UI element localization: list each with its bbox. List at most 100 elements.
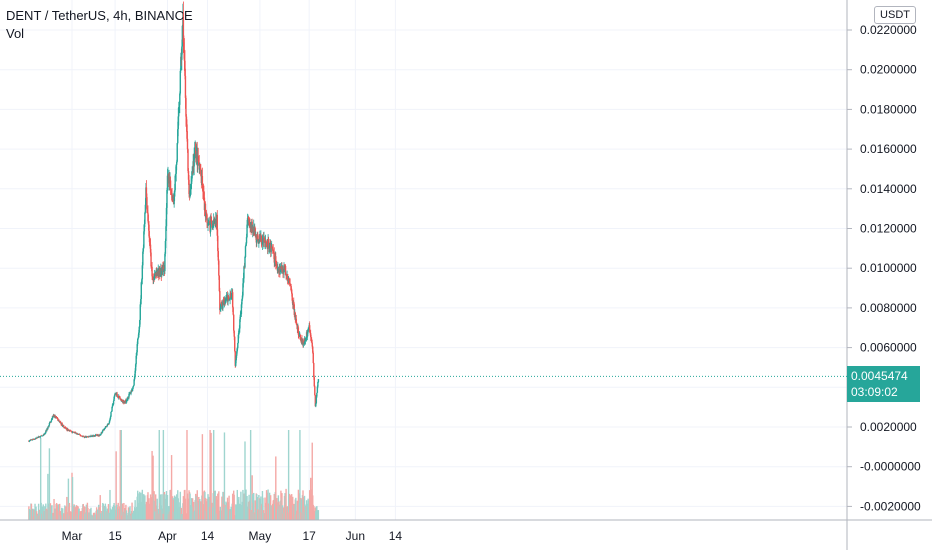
volume-bar bbox=[103, 505, 106, 520]
candle-body bbox=[240, 304, 243, 315]
candle-body bbox=[198, 161, 200, 164]
candle-body bbox=[50, 421, 52, 423]
candle-body bbox=[245, 243, 247, 247]
candle-body bbox=[315, 396, 318, 404]
candle-body bbox=[240, 314, 242, 315]
volume-bar bbox=[302, 490, 304, 520]
candle-body bbox=[165, 207, 168, 227]
x-tick-label: May bbox=[249, 529, 272, 543]
candle-body bbox=[243, 266, 245, 279]
candle-body bbox=[244, 246, 247, 257]
candle-body bbox=[289, 283, 292, 287]
candle-body bbox=[313, 377, 315, 387]
candle-body bbox=[315, 403, 317, 407]
candle-body bbox=[128, 394, 130, 398]
volume-bar bbox=[182, 496, 185, 520]
candle-body bbox=[246, 224, 248, 238]
candle-body bbox=[184, 60, 186, 76]
candle-body bbox=[50, 419, 53, 422]
candle-body bbox=[279, 266, 282, 273]
currency-button[interactable]: USDT bbox=[874, 6, 916, 24]
candle-body bbox=[148, 224, 150, 237]
volume-bar bbox=[78, 508, 80, 520]
candle-body bbox=[284, 265, 287, 275]
candle-body bbox=[202, 183, 204, 192]
candle-body bbox=[310, 333, 312, 338]
chart-title: DENT / TetherUS, 4h, BINANCE bbox=[6, 8, 193, 23]
candle-body bbox=[138, 326, 140, 333]
candle-body bbox=[189, 190, 191, 197]
candle-body bbox=[258, 240, 260, 244]
candle-body bbox=[142, 247, 145, 252]
candle-body bbox=[116, 395, 119, 398]
volume-bar bbox=[87, 507, 89, 520]
candle-body bbox=[84, 436, 86, 438]
volume-bar bbox=[233, 494, 235, 520]
candle-body bbox=[267, 238, 270, 245]
volume-bar bbox=[56, 504, 58, 520]
volume-bar bbox=[158, 430, 160, 520]
candle-body bbox=[317, 382, 319, 387]
volume-bar bbox=[151, 450, 153, 520]
candle-body bbox=[176, 143, 178, 162]
candle-body bbox=[186, 138, 189, 150]
volume-bar bbox=[285, 488, 287, 520]
candle-body bbox=[182, 13, 185, 43]
x-tick-label: 14 bbox=[201, 529, 215, 543]
y-tick-label: 0.0160000 bbox=[860, 142, 917, 156]
candle-body bbox=[89, 436, 92, 438]
volume-bar bbox=[30, 503, 33, 520]
candle-body bbox=[235, 360, 237, 366]
y-tick-label: 0.0220000 bbox=[860, 23, 917, 37]
candle-body bbox=[176, 161, 178, 165]
candle-body bbox=[31, 439, 34, 441]
last-price-tag: 0.0045474 03:09:02 bbox=[847, 366, 920, 403]
candle-body bbox=[181, 25, 184, 47]
candle-body bbox=[201, 175, 204, 184]
volume-bar bbox=[180, 507, 183, 520]
volume-bar bbox=[192, 501, 195, 520]
candle-body bbox=[202, 191, 205, 193]
y-tick-label: 0.0200000 bbox=[860, 63, 917, 77]
candle-body bbox=[150, 266, 153, 268]
volume-bar bbox=[111, 506, 114, 520]
x-tick-label: Apr bbox=[158, 529, 177, 543]
candle-body bbox=[203, 192, 205, 198]
candle-body bbox=[170, 189, 172, 195]
volume-bar bbox=[148, 498, 150, 520]
candle-body bbox=[45, 430, 48, 432]
candle-body bbox=[238, 330, 240, 335]
candle-body bbox=[217, 235, 219, 252]
candle-body bbox=[178, 104, 180, 107]
candle-body bbox=[102, 430, 104, 432]
volume-bar bbox=[244, 441, 246, 520]
candle-body bbox=[43, 434, 45, 436]
candle-body bbox=[261, 239, 264, 245]
candle-body bbox=[73, 431, 75, 433]
volume-bar bbox=[65, 506, 67, 520]
candle-body bbox=[148, 236, 151, 243]
candle-body bbox=[67, 428, 69, 431]
candle-body bbox=[296, 325, 299, 330]
candle-body bbox=[183, 49, 186, 61]
candle-body bbox=[225, 295, 228, 297]
candle-body bbox=[293, 301, 295, 305]
volume-bar bbox=[254, 500, 256, 520]
candle-body bbox=[185, 116, 188, 125]
candle-body bbox=[63, 427, 65, 429]
candle-body bbox=[242, 278, 245, 284]
x-tick-label: 17 bbox=[302, 529, 316, 543]
candle-body bbox=[109, 416, 112, 419]
volume-bar bbox=[79, 511, 81, 520]
volume-bar bbox=[228, 495, 230, 520]
candle-body bbox=[46, 428, 49, 430]
candle-body bbox=[117, 397, 119, 399]
volume-bar bbox=[268, 492, 271, 520]
volume-bar bbox=[131, 502, 133, 520]
candle-body bbox=[241, 295, 244, 300]
volume-bar bbox=[42, 504, 44, 520]
volume-bar bbox=[281, 505, 284, 520]
candle-body bbox=[288, 279, 290, 282]
